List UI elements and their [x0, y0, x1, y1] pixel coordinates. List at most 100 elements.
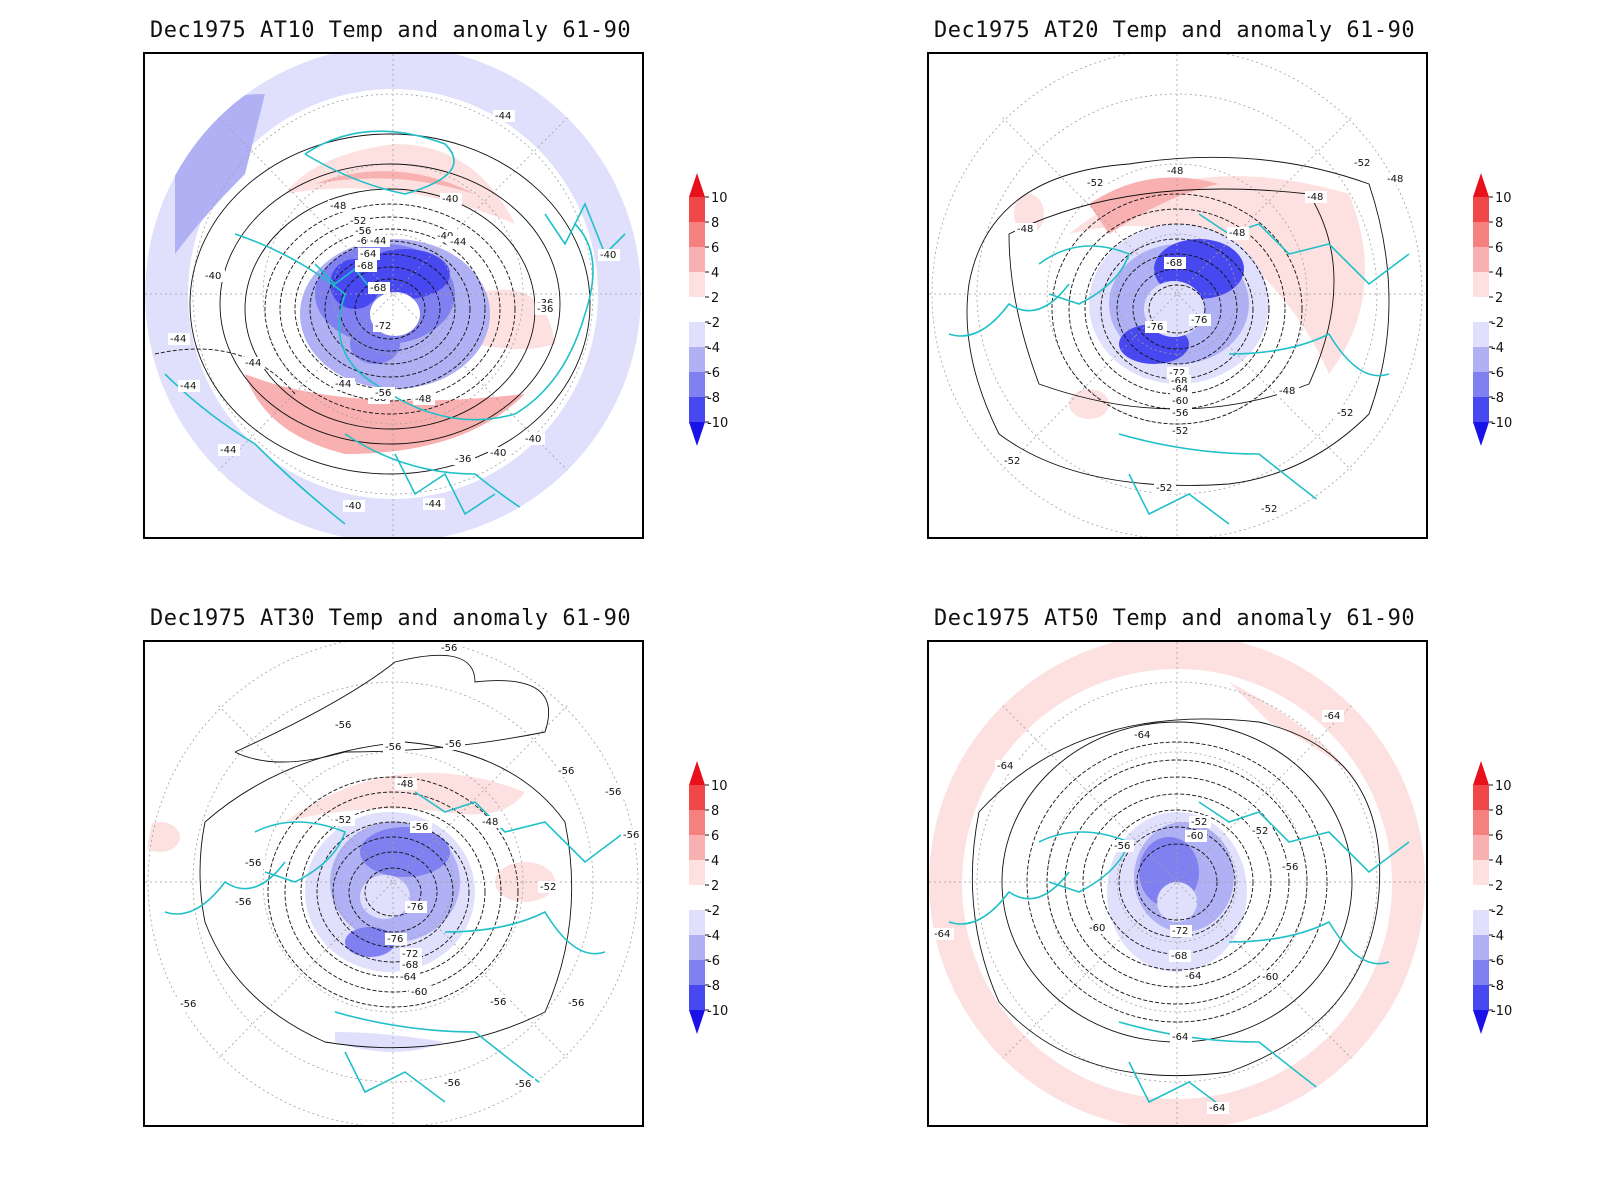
contour-label-bg: [168, 333, 190, 345]
contour-label: -40: [490, 448, 506, 459]
colorbar-label: -10: [707, 1004, 728, 1019]
contour-label-bg: [538, 881, 560, 893]
contour-label: -60: [1262, 972, 1278, 983]
contour-label-bg: [373, 320, 395, 332]
contour-label: -48: [415, 394, 431, 405]
contour-label-bg: [1002, 455, 1024, 467]
colorbar-segment: [689, 397, 705, 422]
polar-map: -56 -56 -56 -56 -56 -56 -52 -48 -56 -48 -56 -56 -52 -…: [145, 642, 642, 1125]
contour-label-bg: [1112, 840, 1134, 852]
contour-label-bg: [488, 996, 510, 1008]
colorbar-graphic: 10 8 6 4 2 -2 -4 -6 -8 -10: [1473, 761, 1512, 1034]
colorbar-label: -2: [707, 316, 720, 331]
colorbar-segment: [1473, 785, 1489, 810]
colorbar-label: -10: [1491, 416, 1512, 431]
contour-label-bg: [1170, 395, 1192, 407]
contour-label-bg: [218, 444, 240, 456]
contour-label-bg: [1015, 223, 1037, 235]
contour-label: -56: [1282, 862, 1298, 873]
contour-label-bg: [395, 778, 417, 790]
contour-label: -64: [400, 972, 416, 983]
colorbar-label: -10: [1491, 1004, 1512, 1019]
colorbar-p3: 10 8 6 4 2 -2 -4 -6 -8 -10: [686, 761, 756, 1040]
contour-label-bg: [368, 282, 390, 294]
contour-label-bg: [410, 821, 432, 833]
colorbar-label: 10: [711, 191, 728, 206]
colorbar-label: 2: [1495, 291, 1503, 306]
contour-label-bg: [178, 998, 200, 1010]
contour-label: -64: [934, 929, 950, 940]
polar-map: -44-44-40-48-52-56-60-64-68-68-72-40-40-…: [145, 54, 641, 537]
colorbar-segment: [689, 272, 705, 297]
contour-label: -56: [1172, 408, 1188, 419]
colorbar-segment: [689, 985, 705, 1010]
contour-label-bg: [355, 260, 377, 272]
contour-label-bg: [1169, 950, 1191, 962]
contour-label: -40: [525, 434, 541, 445]
contour-label: -52: [1156, 483, 1172, 494]
contour-label: -60: [357, 236, 373, 247]
contour-label-bg: [442, 1077, 464, 1089]
contour-label: -56: [490, 997, 506, 1008]
colorbar-segment: [689, 785, 705, 810]
contour-label-bg: [358, 248, 380, 260]
contour-label-bg: [453, 453, 475, 465]
contour-label: -52: [1261, 504, 1277, 515]
colorbar-label: 6: [711, 829, 719, 844]
colorbar-label: -10: [707, 416, 728, 431]
contour-label-bg: [423, 498, 445, 510]
colorbar-segment: [1473, 322, 1489, 347]
contour-label: -48: [1387, 174, 1403, 185]
contour-label: -56: [235, 897, 251, 908]
contour-label: -64: [360, 249, 376, 260]
contour-label-bg: [243, 357, 265, 369]
contour-label-bg: [1189, 816, 1211, 828]
contour-label: -40: [442, 194, 458, 205]
colorbar-label: -2: [1491, 316, 1504, 331]
contour-label: -36: [537, 304, 553, 315]
panel-title: Dec1975 AT20 Temp and anomaly 61-90: [934, 18, 1416, 43]
contour-label: -72: [375, 321, 391, 332]
contour-label-bg: [1170, 383, 1192, 395]
contour-label: -56: [558, 766, 574, 777]
colorbar-segment: [1473, 810, 1489, 835]
contour-label-bg: [603, 786, 625, 798]
contour-label-bg: [1189, 314, 1211, 326]
colorbar-label: -4: [707, 929, 720, 944]
colorbar-segment: [1473, 885, 1489, 910]
colorbar-label: -8: [1491, 391, 1504, 406]
contour-label-bg: [1259, 503, 1281, 515]
colorbar-p4: 10 8 6 4 2 -2 -4 -6 -8 -10: [1470, 761, 1540, 1040]
contour-label-bg: [1183, 970, 1205, 982]
contour-label-bg: [1170, 425, 1192, 437]
panel-title: Dec1975 AT50 Temp and anomaly 61-90: [934, 606, 1416, 631]
colorbar-segment: [689, 347, 705, 372]
colorbar-label: 6: [711, 241, 719, 256]
contour-label: -64: [1185, 971, 1201, 982]
contour-label-bg: [566, 997, 588, 1009]
colorbar-segment: [689, 322, 705, 347]
contour-label: -68: [357, 261, 373, 272]
colorbar-segment: [1473, 297, 1489, 322]
colorbar-down-arrow: [689, 1010, 705, 1034]
contour-label-bg: [621, 829, 642, 841]
colorbar-segment: [1473, 910, 1489, 935]
contour-label-bg: [1170, 407, 1192, 419]
contour-label-bg: [400, 948, 422, 960]
contour-label-bg: [598, 249, 620, 261]
contour-label-bg: [493, 110, 515, 122]
colorbar-label: 4: [1495, 854, 1503, 869]
contour-label: -56: [412, 822, 428, 833]
contour-label: -56: [355, 226, 371, 237]
colorbar-segment: [689, 810, 705, 835]
colorbar-segment: [1473, 960, 1489, 985]
contour-label: -56: [605, 787, 621, 798]
contour-label-bg: [1335, 407, 1357, 419]
contour-label-bg: [178, 380, 200, 392]
colorbar-label: -6: [707, 366, 720, 381]
contour-label: -44: [495, 111, 511, 122]
contour-label: -68: [1166, 258, 1182, 269]
contour-label: -48: [1279, 386, 1295, 397]
colorbar-label: -8: [707, 391, 720, 406]
colorbar-segment: [1473, 985, 1489, 1010]
